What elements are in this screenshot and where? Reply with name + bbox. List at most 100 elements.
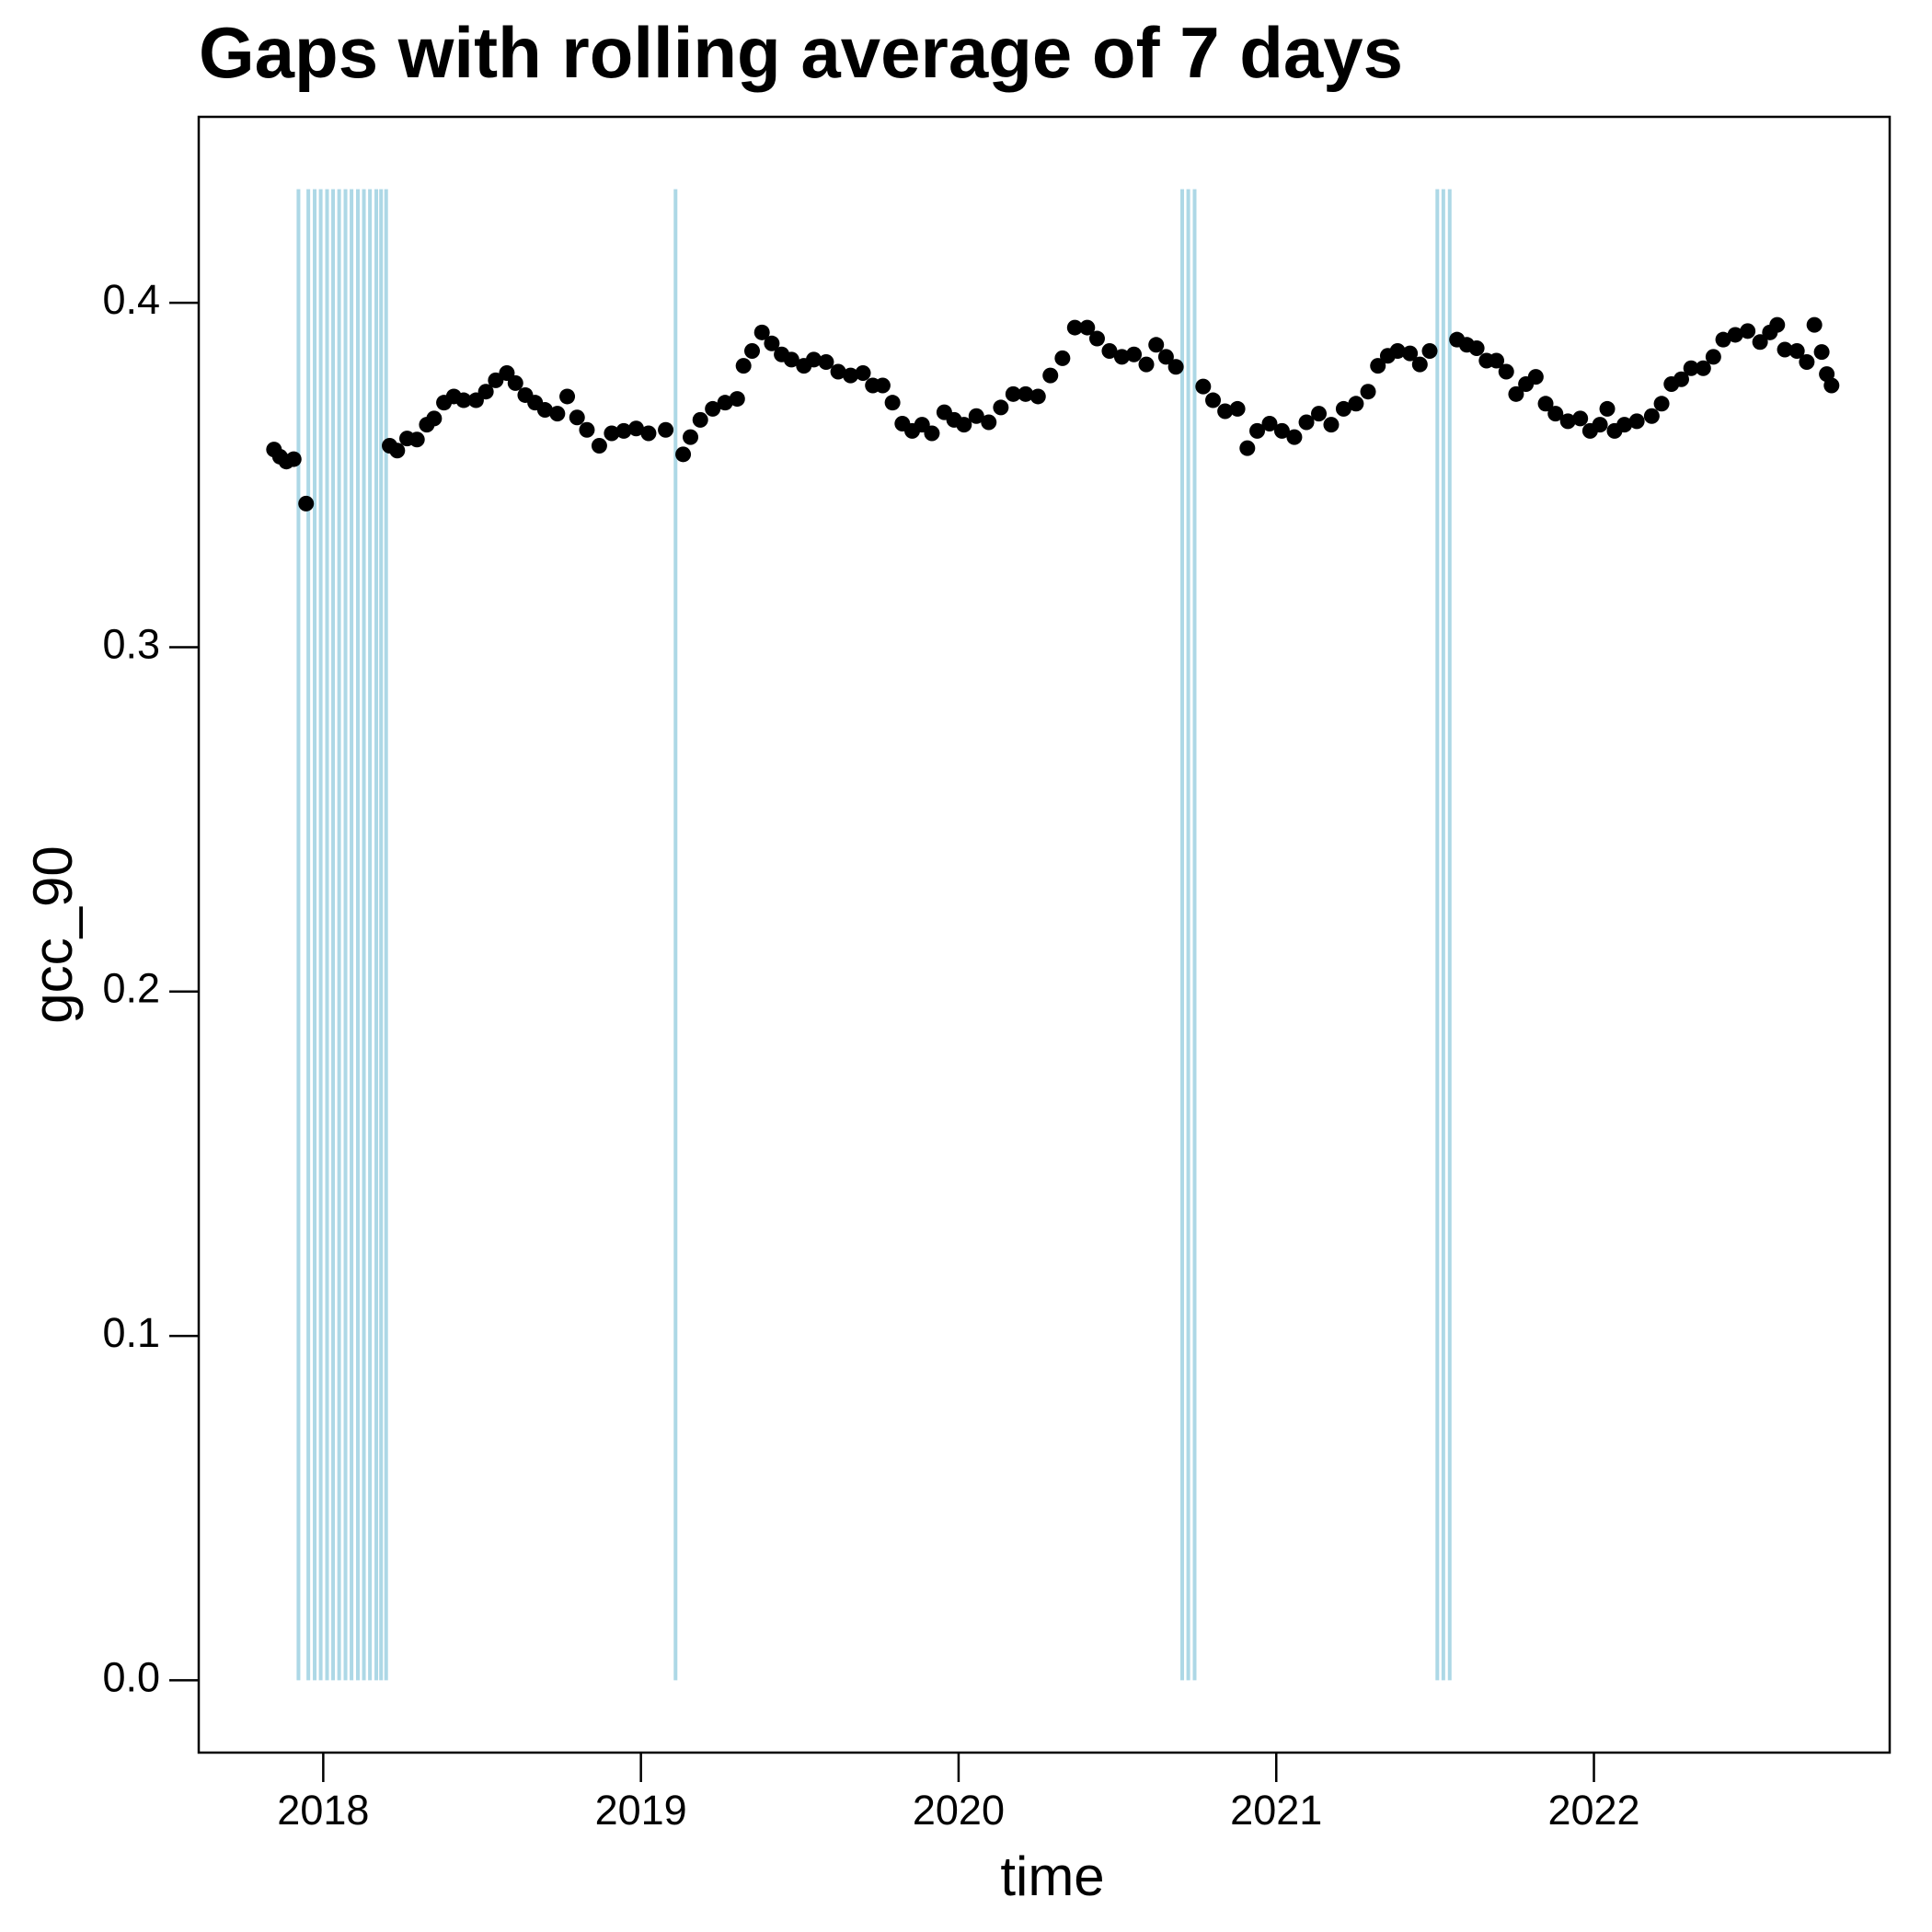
point	[1799, 354, 1815, 371]
point	[559, 388, 576, 405]
point	[1389, 343, 1406, 360]
point	[1311, 406, 1328, 422]
plot: 0.0 0.1 0.2 0.3 0.4 2018 2019 2020 2021 2022	[102, 189, 1840, 1834]
point	[298, 495, 315, 512]
point	[1229, 400, 1246, 417]
point	[675, 446, 692, 463]
point	[1079, 319, 1096, 336]
point	[569, 409, 585, 426]
point	[1066, 319, 1083, 336]
y-tick-label: 0.4	[102, 276, 160, 323]
point	[604, 425, 620, 442]
point	[705, 400, 721, 417]
point	[1217, 403, 1234, 420]
point	[1769, 316, 1786, 333]
point	[1673, 371, 1689, 387]
point	[1411, 356, 1428, 373]
point	[1788, 343, 1805, 360]
point	[1806, 316, 1823, 333]
point	[1101, 343, 1118, 360]
point	[1705, 349, 1721, 365]
point	[1348, 396, 1364, 412]
point	[1547, 406, 1564, 422]
point	[1286, 429, 1303, 445]
point	[729, 391, 745, 408]
point	[1489, 352, 1505, 369]
point	[1402, 345, 1419, 362]
point	[1205, 392, 1222, 408]
chart-title: Gaps with rolling average of 7 days	[199, 12, 1403, 93]
y-axis-label: gcc_90	[22, 845, 84, 1023]
point	[1054, 350, 1071, 366]
point	[1628, 413, 1645, 430]
point	[855, 364, 871, 381]
point	[1167, 359, 1184, 375]
point	[389, 443, 406, 459]
point	[1616, 417, 1633, 433]
point	[1029, 388, 1046, 405]
point	[1042, 367, 1059, 384]
point	[1148, 337, 1165, 353]
point	[426, 410, 443, 427]
point	[658, 421, 674, 438]
point	[1683, 360, 1699, 376]
point	[1239, 440, 1256, 456]
point	[1813, 344, 1830, 361]
point	[579, 421, 595, 438]
point	[1249, 422, 1266, 439]
point	[843, 367, 859, 384]
point	[408, 431, 425, 448]
x-tick-label: 2019	[595, 1787, 687, 1834]
point	[956, 417, 972, 433]
point	[884, 395, 901, 411]
point	[1005, 385, 1021, 402]
point	[1113, 349, 1130, 365]
point	[683, 429, 699, 445]
point	[1088, 330, 1105, 347]
point	[285, 451, 302, 467]
point	[1653, 396, 1670, 412]
point	[753, 324, 770, 340]
point	[1695, 360, 1711, 376]
point	[1298, 414, 1315, 431]
point	[549, 406, 566, 422]
point	[640, 425, 657, 442]
point	[627, 420, 644, 437]
point	[1537, 396, 1554, 412]
point	[735, 358, 752, 374]
point	[1273, 422, 1290, 439]
y-tick-label: 0.1	[102, 1309, 160, 1356]
point	[1126, 346, 1143, 362]
point	[968, 408, 984, 424]
point	[1643, 408, 1660, 424]
point	[1138, 356, 1155, 373]
point	[477, 384, 494, 400]
point	[744, 343, 761, 360]
point	[692, 411, 708, 428]
point	[536, 402, 553, 419]
x-tick-label: 2020	[913, 1787, 1005, 1834]
x-axis-label: time	[1000, 1846, 1104, 1907]
point	[1370, 358, 1386, 374]
point	[924, 425, 940, 442]
point	[488, 372, 504, 388]
point	[1559, 413, 1576, 430]
point	[455, 392, 472, 408]
plot-frame	[197, 115, 1892, 1754]
point	[1823, 377, 1840, 394]
point	[830, 363, 846, 380]
point	[1715, 331, 1731, 348]
point	[1468, 340, 1485, 357]
point	[1018, 385, 1034, 402]
point	[1360, 384, 1376, 400]
point	[1335, 400, 1351, 417]
point	[1261, 416, 1278, 432]
point	[818, 354, 834, 371]
y-tick-label: 0.2	[102, 965, 160, 1012]
point	[1572, 410, 1589, 427]
point	[591, 437, 607, 454]
x-tick-label: 2018	[277, 1787, 369, 1834]
y-tick-label: 0.0	[102, 1653, 160, 1700]
point	[1777, 341, 1793, 358]
